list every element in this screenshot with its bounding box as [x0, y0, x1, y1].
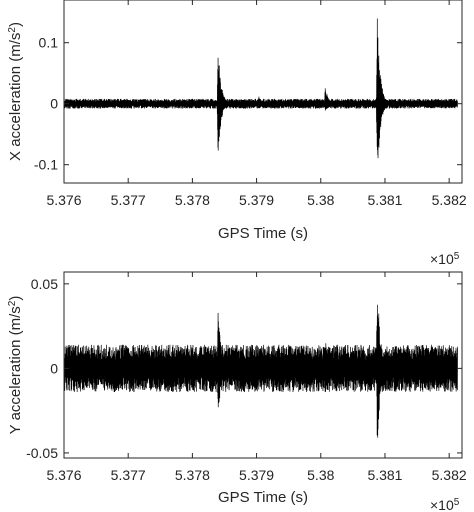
y-acceleration-y-tick-label: 0	[50, 360, 58, 376]
x-acceleration-x-ticks: 5.376 5.377 5.378 5.379 5.38 5.381 5.382	[46, 0, 467, 208]
y-acceleration-x-axis-label: GPS Time (s)	[218, 489, 308, 506]
x-acceleration-x-tick-label: 5.379	[239, 192, 274, 208]
y-acceleration-x-tick-label: 5.381	[367, 467, 402, 483]
x-acceleration-y-axis-label: X acceleration (m/s2)	[7, 22, 25, 161]
x-acceleration-x-tick-label: 5.378	[175, 192, 210, 208]
y-acceleration-axes-box	[63, 271, 463, 459]
x-acceleration-trace	[63, 18, 458, 159]
y-acceleration-y-axis-label: Y acceleration (m/s2)	[7, 296, 25, 435]
y-acceleration-trace	[63, 304, 458, 438]
x-acceleration-x-tick-label: 5.382	[432, 192, 467, 208]
x-acceleration-x-multiplier: ×105	[430, 251, 460, 268]
y-acceleration-x-tick-label: 5.378	[175, 467, 210, 483]
x-acceleration-axes-box	[63, 0, 463, 184]
x-acceleration-x-tick-label: 5.38	[307, 192, 334, 208]
y-acceleration-y-ticks: -0.05 0 0.05	[26, 276, 462, 461]
y-acceleration-panel: 5.376 5.377 5.378 5.379 5.38 5.381 5.382 -0.05…	[7, 271, 467, 512]
x-acceleration-x-axis-label: GPS Time (s)	[218, 225, 308, 242]
x-acceleration-y-ticks: -0.1 0 0.1	[34, 35, 462, 173]
x-acceleration-x-tick-label: 5.376	[46, 192, 81, 208]
y-acceleration-x-tick-label: 5.377	[111, 467, 146, 483]
x-acceleration-y-tick-label: 0	[50, 96, 58, 112]
x-acceleration-panel: 5.376 5.377 5.378 5.379 5.38 5.381 5.382 -0.1 0…	[7, 0, 467, 267]
y-acceleration-x-tick-label: 5.379	[239, 467, 274, 483]
y-acceleration-y-tick-label: 0.05	[31, 276, 58, 292]
x-acceleration-x-tick-label: 5.377	[111, 192, 146, 208]
y-acceleration-x-ticks: 5.376 5.377 5.378 5.379 5.38 5.381 5.382	[46, 272, 467, 483]
y-acceleration-y-tick-label: -0.05	[26, 445, 58, 461]
y-acceleration-x-tick-label: 5.38	[307, 467, 334, 483]
x-acceleration-y-tick-label: -0.1	[34, 157, 58, 173]
y-acceleration-x-multiplier: ×105	[430, 497, 460, 512]
x-acceleration-x-tick-label: 5.381	[367, 192, 402, 208]
y-acceleration-x-tick-label: 5.376	[46, 467, 81, 483]
x-acceleration-y-tick-label: 0.1	[39, 35, 59, 51]
y-acceleration-x-tick-label: 5.382	[432, 467, 467, 483]
